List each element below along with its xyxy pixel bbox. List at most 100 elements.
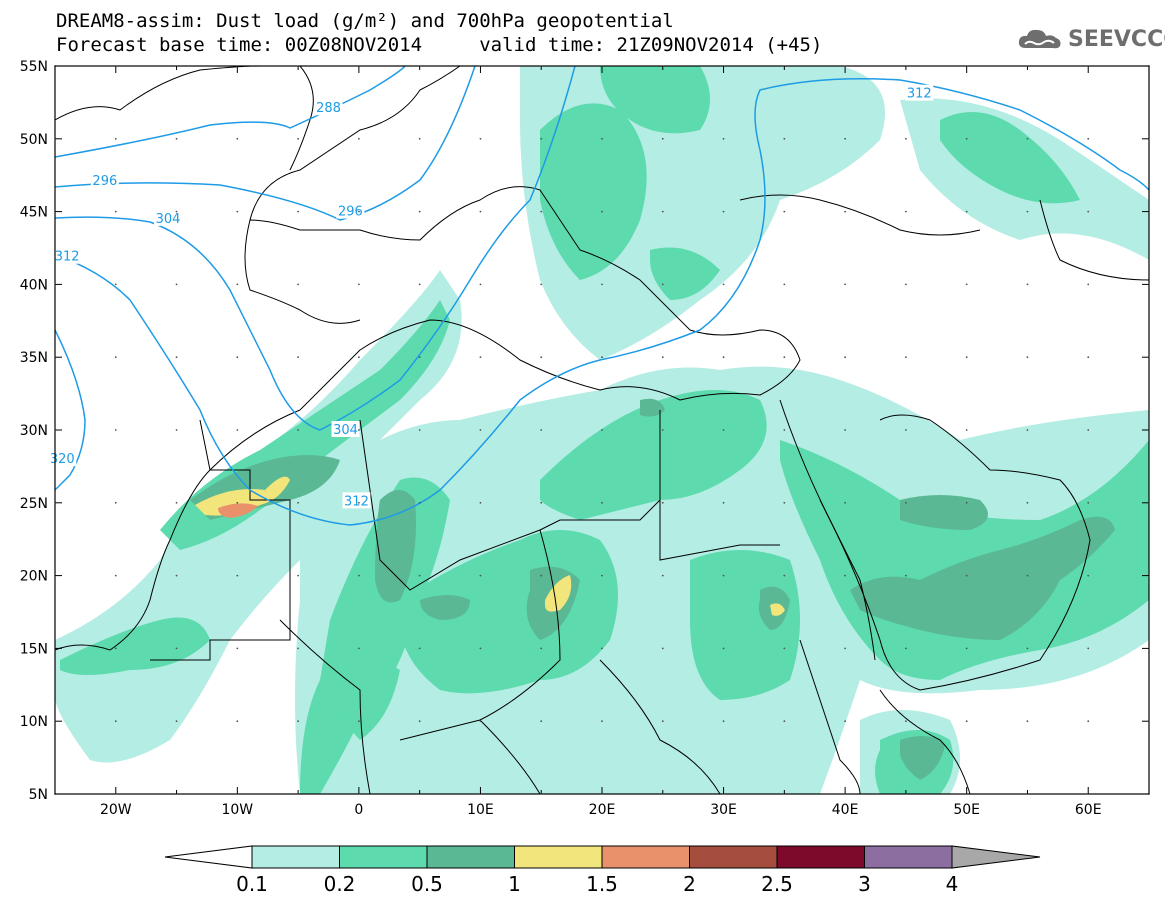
grid-dot <box>722 137 725 140</box>
grid-dot <box>175 210 178 213</box>
lon-label: 20W <box>100 802 132 818</box>
lat-label: 15N <box>20 641 48 657</box>
lat-label: 50N <box>20 132 48 148</box>
grid-dot <box>601 356 603 359</box>
grid-dot <box>601 647 603 650</box>
grid-dot <box>844 210 847 213</box>
grid-dot <box>114 356 117 359</box>
grid-dot <box>783 429 786 431</box>
grid-dot <box>1087 429 1090 431</box>
grid-dot <box>297 647 300 650</box>
latitude-labels: 5N 10N 15N 20N 25N 30N 35N 40N 45N 50N 55N <box>20 59 48 803</box>
grid-dot <box>844 720 847 723</box>
cloud-icon <box>1018 29 1061 49</box>
grid-dot <box>479 356 482 359</box>
grid-dot <box>479 429 482 431</box>
coastlines <box>55 66 1149 794</box>
dust-level-1.5 <box>218 503 258 518</box>
contour-label-bg <box>336 202 365 219</box>
contour-label-bg <box>90 172 119 189</box>
grid-dot <box>1026 137 1029 140</box>
grid-dot <box>114 647 117 650</box>
grid-dot <box>1026 501 1029 504</box>
contour-label: 312 <box>344 494 369 509</box>
grid-dot <box>601 429 603 431</box>
grid-dot <box>601 501 603 504</box>
grid-dot <box>357 283 360 286</box>
lon-label: 40E <box>832 802 859 818</box>
grid-dot <box>783 574 786 577</box>
colorbar: 0.1 0.2 0.5 1 1.5 2 2.5 3 4 <box>164 845 1041 896</box>
dust-level-1 <box>195 476 785 616</box>
grid-dot <box>540 356 543 359</box>
grid-dot <box>236 574 239 577</box>
grid-dot <box>904 574 907 577</box>
lat-label: 45N <box>20 205 48 221</box>
colorbar-segment <box>514 845 603 869</box>
grid-dot <box>1026 720 1029 723</box>
grid-dot <box>540 210 543 213</box>
grid-dot <box>601 720 603 723</box>
grid-dot <box>844 283 847 286</box>
grid-dot <box>357 574 360 577</box>
grid-dot <box>722 574 725 577</box>
contour-label: 296 <box>338 205 363 220</box>
grid-dot <box>661 429 664 431</box>
colorbar-label: 1.5 <box>586 872 618 896</box>
grid-dot <box>1026 356 1029 359</box>
lat-label: 35N <box>20 350 48 366</box>
lat-label: 40N <box>20 277 48 293</box>
grid-dot <box>297 283 300 286</box>
grid-dot <box>783 501 786 504</box>
grid-dot <box>175 647 178 650</box>
contour-label: 312 <box>55 250 80 265</box>
grid-dot <box>1087 356 1090 359</box>
grid-dot <box>965 574 968 577</box>
grid-dot <box>418 356 421 359</box>
grid-dot <box>722 429 725 431</box>
grid-dot <box>175 283 178 286</box>
colorbar-segment <box>864 845 953 869</box>
lat-label: 30N <box>20 423 48 439</box>
colorbar-label: 0.5 <box>411 872 443 896</box>
colorbar-segment <box>339 845 428 869</box>
colorbar-low-triangle <box>164 845 253 869</box>
grid-dot <box>114 210 117 213</box>
colorbar-segment <box>251 845 340 869</box>
grid-dot <box>175 429 178 431</box>
grid-dot <box>114 720 117 723</box>
contour-label: 296 <box>92 174 117 189</box>
grid-dot <box>844 647 847 650</box>
colorbar-high-triangle <box>951 845 1041 869</box>
grid-dot <box>236 210 239 213</box>
lon-label: 30E <box>710 802 737 818</box>
colorbar-segment <box>776 845 865 869</box>
lat-label: 5N <box>29 787 48 803</box>
grid-dot <box>1026 574 1029 577</box>
colorbar-label: 0.1 <box>236 872 268 896</box>
grid-dot <box>601 574 603 577</box>
grid-dot <box>601 210 603 213</box>
grid-dot <box>175 356 178 359</box>
lon-label: 10W <box>221 802 253 818</box>
longitude-labels: 20W 10W 0 10E 20E 30E 40E 50E 60E <box>100 802 1102 818</box>
grid-dot <box>236 429 239 431</box>
dust-load-field <box>55 66 1149 794</box>
grid-dot <box>844 501 847 504</box>
grid-dot <box>114 574 117 577</box>
grid-dot <box>479 574 482 577</box>
grid-dot <box>601 283 603 286</box>
grid-dot <box>965 210 968 213</box>
grid-dot <box>175 720 178 723</box>
grid-dot <box>540 501 543 504</box>
axis-ticks <box>54 65 1150 795</box>
grid-dot <box>965 429 968 431</box>
grid-dot <box>722 720 725 723</box>
grid-dot <box>965 501 968 504</box>
grid-dot <box>661 574 664 577</box>
contour-label-bg <box>314 99 343 116</box>
colorbar-label: 4 <box>946 872 959 896</box>
grid-dot <box>965 356 968 359</box>
grid-dot <box>479 720 482 723</box>
